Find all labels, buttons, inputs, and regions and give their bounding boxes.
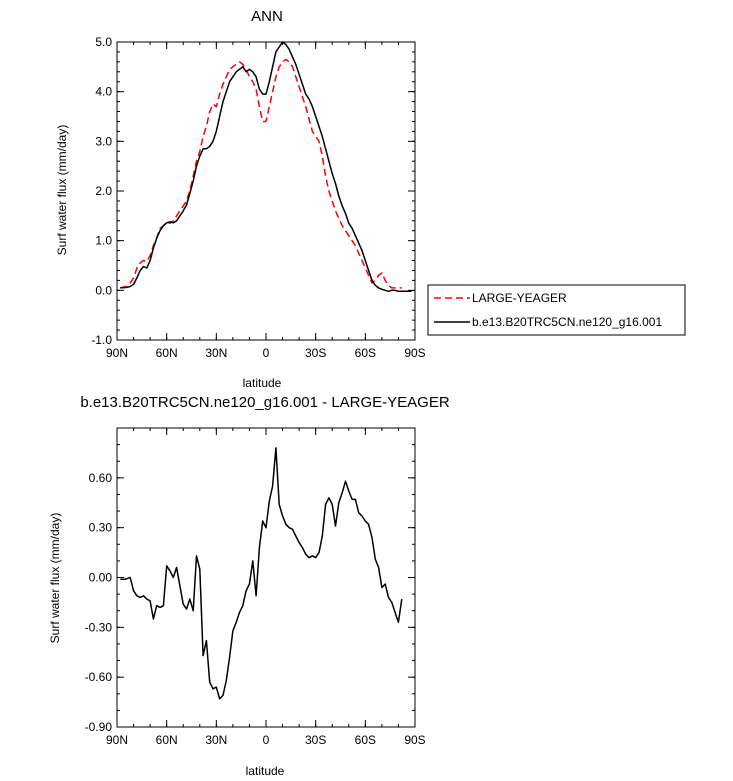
x-tick-label: 30N [205, 346, 227, 360]
x-tick-label: 60S [355, 346, 376, 360]
legend-label-b-e13: b.e13.B20TRC5CN.ne120_g16.001 [472, 315, 662, 329]
x-tick-label: 60S [355, 733, 376, 747]
x-tick-label: 30N [205, 733, 227, 747]
y-tick-label: 0.0 [95, 283, 112, 297]
y-tick-label: -1.0 [91, 333, 112, 347]
y-tick-label: 0.00 [89, 571, 113, 585]
x-tick-label: 30S [305, 733, 326, 747]
series-line-1 [120, 447, 403, 700]
plot-frame [116, 41, 416, 341]
chart-2-y-axis-label: Surf water flux (mm/day) [48, 513, 62, 644]
x-tick-label: 30S [305, 346, 326, 360]
y-tick-label: 0.60 [89, 471, 113, 485]
y-tick-label: 2.0 [95, 184, 112, 198]
y-tick-label: -0.30 [85, 620, 113, 634]
chart-1-plot-area: -1.0 0.0 1.0 2.0 3.0 4.0 5.0 90N 60N 30N 0 30S 60S 90… [91, 35, 425, 360]
chart-1-title: ANN [251, 8, 283, 25]
legend-box [427, 284, 686, 336]
x-tick-label: 90S [404, 346, 425, 360]
chart-2-title: b.e13.B20TRC5CN.ne120_g16.001 - LARGE-YE… [80, 394, 450, 411]
x-tick-label: 90S [404, 733, 425, 747]
legend-label-large-yeager: LARGE-YEAGER [472, 291, 567, 305]
y-tick-label: 1.0 [95, 234, 112, 248]
x-tick-label: 90N [106, 733, 128, 747]
y-tick-label: 5.0 [95, 35, 112, 49]
y-tick-label: -0.60 [85, 670, 113, 684]
y-tick-label: 0.30 [89, 521, 113, 535]
y-tick-label: -0.90 [85, 720, 113, 734]
y-tick-label: 4.0 [95, 85, 112, 99]
y-tick-label: 3.0 [95, 134, 112, 148]
x-tick-label: 0 [263, 733, 270, 747]
series-line-1 [120, 58, 402, 289]
x-tick-label: 60N [156, 733, 178, 747]
chart-1-legend: LARGE-YEAGER b.e13.B20TRC5CN.ne120_g16.0… [427, 284, 686, 336]
chart-2-x-axis-label: latitude [246, 764, 285, 778]
x-tick-label: 60N [156, 346, 178, 360]
x-tick-label: 90N [106, 346, 128, 360]
chart-1-x-axis-label: latitude [243, 376, 282, 390]
series-line-2 [120, 41, 412, 293]
plot-frame [116, 427, 416, 728]
chart-2-plot-area: -0.90 -0.60 -0.30 0.00 0.30 0.60 90N 60N 30N 0 30S… [85, 427, 426, 747]
x-tick-label: 0 [263, 346, 270, 360]
chart-1-y-axis-label: Surf water flux (mm/day) [55, 125, 69, 256]
